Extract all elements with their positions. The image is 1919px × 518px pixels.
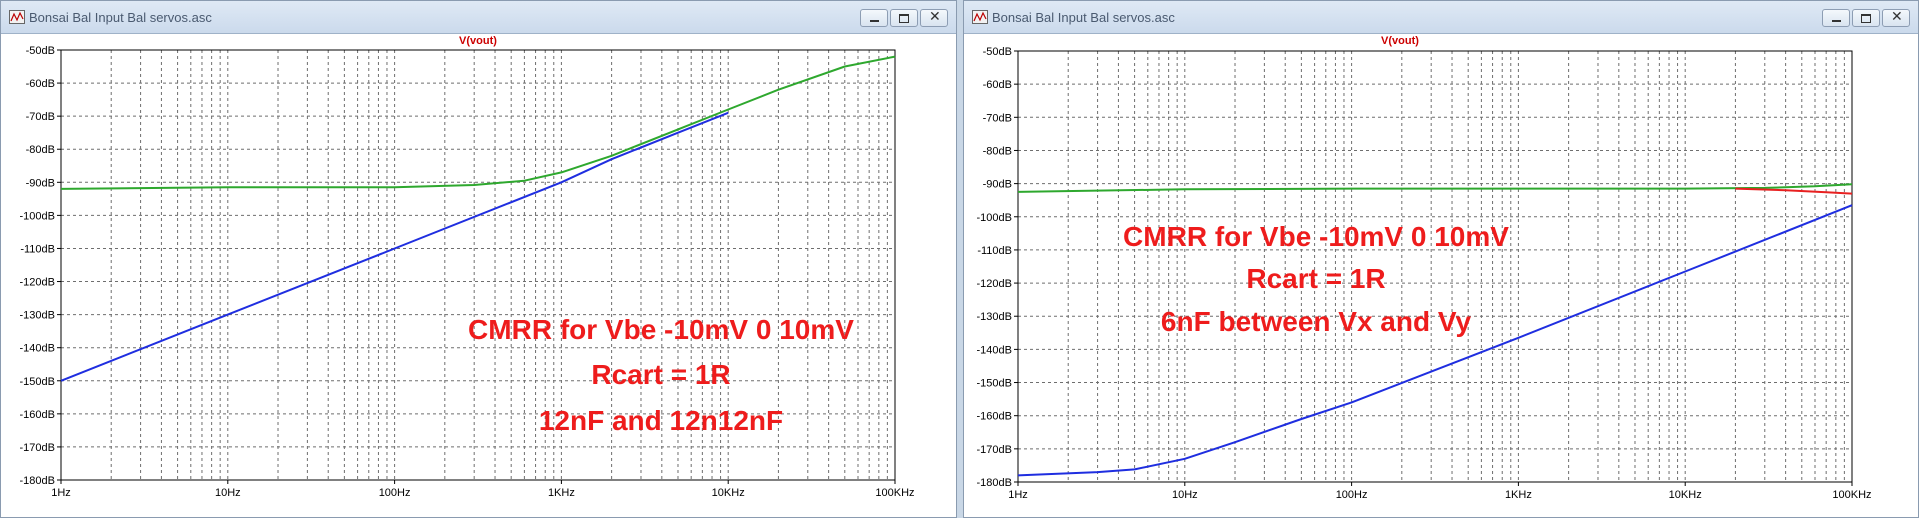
minimize-icon xyxy=(1832,20,1841,22)
y-tick-label: -50dB xyxy=(983,46,1012,58)
ltspice-app-icon xyxy=(972,10,988,24)
waveform-window-right: Bonsai Bal Input Bal servos.asc ✕ -50dB -… xyxy=(963,0,1919,518)
minimize-button[interactable] xyxy=(1822,9,1850,27)
y-tick-label: -140dB xyxy=(977,344,1012,356)
series-line-1 xyxy=(60,111,729,382)
y-tick-label: -110dB xyxy=(20,243,55,255)
waveform-window-left: Bonsai Bal Input Bal servos.asc ✕ -50dB -… xyxy=(0,0,957,518)
x-tick-label: 1Hz xyxy=(1008,489,1028,501)
waveform-plot[interactable]: -50dB -60dB -70dB -80dB -90dB -100dB -110dB -12… xyxy=(1,34,956,517)
series-line-0 xyxy=(1017,183,1853,193)
trace-label-vout[interactable]: V(vout) xyxy=(459,35,497,47)
y-tick-label: -140dB xyxy=(20,343,55,355)
annotation-line-1: CMRR for Vbe -10mV 0 10mV xyxy=(468,314,854,345)
x-tick-label: 100Hz xyxy=(379,487,411,499)
maximize-icon xyxy=(1861,14,1871,23)
y-tick-label: -160dB xyxy=(977,411,1012,423)
maximize-icon xyxy=(899,14,909,23)
plot-frame xyxy=(60,49,896,481)
annotation-line-2: Rcart = 1R xyxy=(1246,263,1385,294)
series-line-0 xyxy=(60,55,896,190)
y-tick-label: -90dB xyxy=(26,177,55,189)
y-tick-label: -150dB xyxy=(977,378,1012,390)
annotation-line-3: 6nF between Vx and Vy xyxy=(1161,306,1472,337)
y-tick-label: -100dB xyxy=(977,212,1012,224)
y-tick-label: -170dB xyxy=(20,442,55,454)
minimize-icon xyxy=(870,20,879,22)
x-tick-label: 10KHz xyxy=(1669,489,1702,501)
maximize-button[interactable] xyxy=(890,9,918,27)
title-bar[interactable]: Bonsai Bal Input Bal servos.asc ✕ xyxy=(1,1,956,34)
y-tick-label: -110dB xyxy=(977,245,1012,257)
y-tick-label: -170dB xyxy=(977,444,1012,456)
title-bar[interactable]: Bonsai Bal Input Bal servos.asc ✕ xyxy=(964,1,1918,34)
y-tick-label: -80dB xyxy=(983,145,1012,157)
x-tick-label: 1Hz xyxy=(51,487,71,499)
y-tick-label: -120dB xyxy=(20,277,55,289)
series-line-2 xyxy=(1017,204,1853,477)
y-tick-label: -50dB xyxy=(26,45,55,57)
annotation-line-2: Rcart = 1R xyxy=(591,359,730,390)
x-tick-label: 1KHz xyxy=(548,487,575,499)
plot-frame xyxy=(1017,50,1853,483)
y-tick-label: -160dB xyxy=(20,409,55,421)
y-tick-label: -60dB xyxy=(983,79,1012,91)
maximize-button[interactable] xyxy=(1852,9,1880,27)
close-button[interactable]: ✕ xyxy=(1882,9,1910,27)
window-title: Bonsai Bal Input Bal servos.asc xyxy=(992,10,1175,25)
y-tick-label: -130dB xyxy=(977,311,1012,323)
x-tick-label: 100KHz xyxy=(1832,489,1871,501)
y-tick-label: -100dB xyxy=(20,210,55,222)
series-line-1 xyxy=(1735,187,1853,195)
ltspice-app-icon xyxy=(9,10,25,24)
y-tick-label: -130dB xyxy=(20,310,55,322)
annotation-line-3: 12nF and 12n12nF xyxy=(539,405,783,436)
x-tick-label: 10KHz xyxy=(712,487,745,499)
y-tick-label: -150dB xyxy=(20,376,55,388)
y-tick-label: -80dB xyxy=(26,144,55,156)
y-tick-label: -180dB xyxy=(20,475,55,487)
x-tick-label: 100Hz xyxy=(1336,489,1368,501)
y-tick-label: -70dB xyxy=(26,111,55,123)
y-tick-label: -70dB xyxy=(983,112,1012,124)
x-tick-label: 100KHz xyxy=(875,487,914,499)
close-icon: ✕ xyxy=(1891,9,1903,25)
minimize-button[interactable] xyxy=(860,9,888,27)
window-title: Bonsai Bal Input Bal servos.asc xyxy=(29,10,212,25)
x-tick-label: 10Hz xyxy=(1172,489,1198,501)
y-tick-label: -60dB xyxy=(26,78,55,90)
y-tick-label: -180dB xyxy=(977,477,1012,489)
x-tick-label: 10Hz xyxy=(215,487,241,499)
x-tick-label: 1KHz xyxy=(1505,489,1532,501)
trace-label-vout[interactable]: V(vout) xyxy=(1381,35,1419,47)
close-button[interactable]: ✕ xyxy=(920,9,948,27)
close-icon: ✕ xyxy=(929,9,941,25)
annotation-line-1: CMRR for Vbe -10mV 0 10mV xyxy=(1123,221,1509,252)
waveform-plot[interactable]: -50dB -60dB -70dB -80dB -90dB -100dB -110dB -12… xyxy=(964,34,1918,517)
y-tick-label: -120dB xyxy=(977,278,1012,290)
y-tick-label: -90dB xyxy=(983,179,1012,191)
